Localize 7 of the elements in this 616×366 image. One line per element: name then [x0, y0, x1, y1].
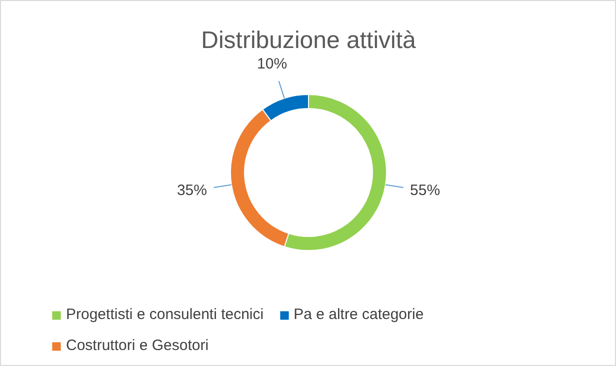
legend-label: Costruttori e Gesotori: [66, 337, 209, 354]
chart-title: Distribuzione attività: [201, 27, 417, 54]
legend-label: Progettisti e consulenti tecnici: [66, 306, 264, 323]
data-label: 35%: [176, 182, 207, 199]
data-label: 55%: [410, 182, 440, 199]
legend-label: Pa e altre categorie: [294, 306, 424, 323]
data-label: 10%: [257, 56, 288, 73]
